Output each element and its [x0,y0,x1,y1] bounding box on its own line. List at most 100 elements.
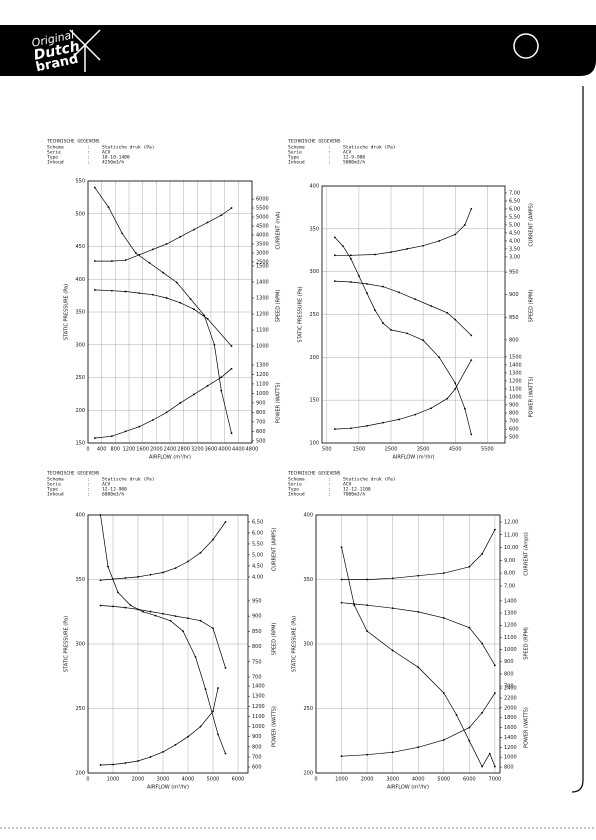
right-tick-label: 1500 [509,354,522,360]
curve-point [340,578,343,581]
curve-point [175,281,178,284]
spec-text: Inhoud [47,492,64,498]
curve-point [481,642,484,645]
right-tick-label: 1200 [256,372,269,378]
right-tick-label: 950 [252,598,262,604]
curve [94,289,232,347]
right-tick-label: 700 [256,419,266,425]
right-tick-label: 2000 [504,705,517,711]
y-tick-label: 200 [75,771,85,777]
spec-text: : [87,493,90,498]
x-tick-label: 4400 [232,447,245,453]
x-tick-label: 7000 [489,777,502,783]
curve-point [220,376,223,379]
spec-text: Statische druk (Pa) [343,477,396,483]
right-tick-label: 1800 [504,715,517,721]
curve-point [162,750,164,753]
curve-point [358,275,360,277]
spec-text: : [328,493,331,498]
curve-point [112,763,114,766]
curve-point [340,755,343,758]
curve-point [422,244,425,247]
y-tick-label: 250 [75,375,85,381]
right-tick-label: 5000 [256,215,269,221]
y-tick-label: 350 [303,577,313,583]
curve-point [199,551,202,554]
spec-text: : [87,161,90,166]
y-tick-label: 500 [75,211,85,217]
curve-point [124,577,127,579]
curve-point [99,514,102,516]
curve-point [230,207,233,209]
right-tick-label: 3000 [256,250,269,256]
spec-text: : [87,478,90,483]
right-tick-label: 2500 [256,259,269,265]
curve-point [152,419,154,421]
right-tick-label: 700 [509,419,519,425]
x-tick-label: 3500 [417,447,430,453]
curve-point [468,626,471,629]
spec-text: 12-12-1100 [343,487,371,493]
curve-point [134,252,137,254]
right-tick-label: 1300 [509,370,522,376]
curve-point [137,760,139,762]
right-axis-title: CURRENT (mA) [276,212,282,250]
curve-point [189,298,192,300]
x-tick-label: 3000 [386,777,399,783]
right-tick-label: 1400 [256,279,269,285]
curve-point [417,746,420,749]
curve-point [93,186,96,189]
curve-point [382,322,384,324]
curve-point [340,601,343,604]
curve-point [169,619,172,622]
x-tick-label: 5000 [207,777,220,783]
plot-frame [87,180,253,444]
y-tick-label: 300 [75,342,85,348]
curve-point [382,285,384,288]
spec-text: Type [288,155,299,161]
curve-point [417,610,420,613]
curve-point [463,407,466,410]
spec-text: 5000m3/h [343,160,365,166]
curve-point [124,606,127,609]
y-axis-title: STATIC PRESSURE (Pa) [64,284,70,340]
spec-text: Serie [47,150,61,156]
right-tick-label: 1400 [504,735,517,741]
spec-text: ACV [102,150,111,156]
curve-point [398,418,400,421]
curve-point [340,546,343,549]
curve-point [199,725,202,728]
curve-point [349,257,352,260]
x-tick-label: 1000 [335,777,348,783]
right-tick-label: 700 [252,675,262,681]
x-tick-label: 3600 [205,447,218,453]
curve-point [488,752,491,755]
curve [334,208,472,256]
spec-text: Schema [47,477,64,483]
curve-point [174,743,177,746]
curve-point [333,280,336,283]
page-border [571,86,584,793]
right-tick-label: 1300 [256,295,269,301]
plot-frame [321,185,506,444]
y-tick-label: 350 [309,226,319,232]
curve-point [220,214,223,217]
right-tick-label: 11,00 [504,532,518,538]
x-tick-label: 3200 [191,447,204,453]
x-tick-label: 500 [322,447,332,453]
spec-text: : [328,151,331,156]
curve-point [107,206,110,209]
curve-point [349,281,352,283]
curve-point [493,765,496,768]
right-tick-label: 3,50 [509,246,520,252]
spec-text: Serie [47,482,61,488]
y-tick-label: 300 [309,269,319,275]
curve-point [152,248,154,251]
right-tick-label: 6,50 [509,198,520,204]
curve-point [382,421,384,424]
curve-point [390,251,392,254]
curve-point [206,384,209,387]
curve-point [333,428,336,430]
curve-point [174,615,177,618]
curve-point [138,425,141,428]
